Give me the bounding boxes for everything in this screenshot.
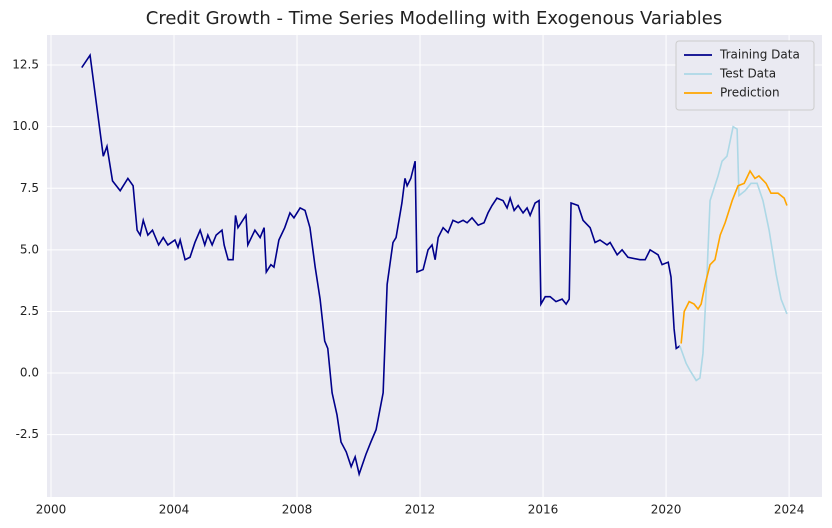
x-tick-label: 2020 — [651, 503, 682, 517]
legend-label: Training Data — [719, 48, 800, 62]
x-tick-label: 2016 — [528, 503, 559, 517]
x-tick-label: 2008 — [282, 503, 313, 517]
x-tick-label: 2012 — [405, 503, 436, 517]
legend-label: Test Data — [719, 67, 776, 81]
x-tick-label: 2004 — [159, 503, 190, 517]
x-tick-label: 2024 — [774, 503, 805, 517]
y-tick-label: 7.5 — [20, 181, 39, 195]
y-tick-label: 10.0 — [12, 119, 39, 133]
y-tick-label: 2.5 — [20, 304, 39, 318]
y-tick-label: 0.0 — [20, 366, 39, 380]
y-tick-label: 5.0 — [20, 242, 39, 256]
y-tick-label: -2.5 — [16, 427, 39, 441]
chart-title: Credit Growth - Time Series Modelling wi… — [146, 8, 722, 29]
legend-label: Prediction — [720, 86, 780, 100]
legend: Training Data Test Data Prediction — [675, 40, 815, 111]
plot-area — [47, 35, 822, 497]
series-line — [680, 169, 788, 344]
series-line — [81, 53, 681, 477]
y-tick-label: 12.5 — [12, 58, 39, 72]
series-line — [679, 125, 788, 382]
x-tick-label: 2000 — [36, 503, 67, 517]
